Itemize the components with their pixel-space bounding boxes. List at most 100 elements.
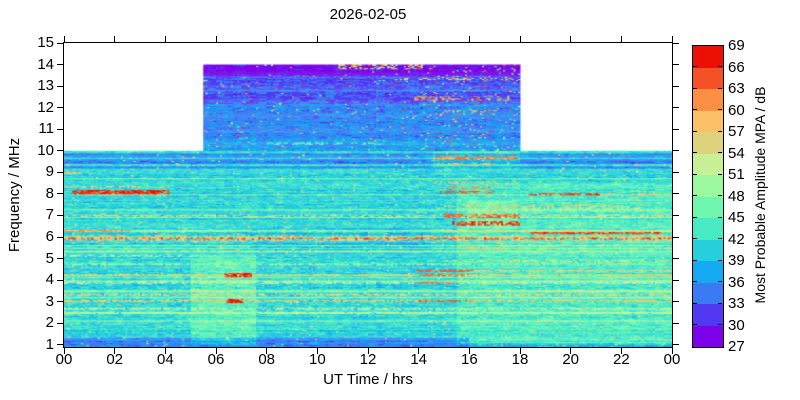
x-tick-label: 02 xyxy=(106,351,123,368)
colorbar-tick-label: 48 xyxy=(728,187,745,205)
colorbar-tick xyxy=(693,66,697,67)
y-tick-label: 3 xyxy=(45,292,54,310)
x-tick-top xyxy=(266,36,268,42)
y-tick-right xyxy=(673,64,679,66)
colorbar-segment-60 xyxy=(693,89,723,111)
y-tick-right xyxy=(673,171,679,173)
x-tick-label: 22 xyxy=(612,351,630,368)
y-tick-right xyxy=(673,322,679,324)
x-tick-bottom xyxy=(316,348,318,354)
x-tick-top xyxy=(215,36,217,42)
colorbar-tick xyxy=(718,216,722,218)
colorbar-tick xyxy=(693,216,697,218)
colorbar-tick xyxy=(693,302,697,304)
colorbar-segment-54 xyxy=(693,132,723,154)
colorbar-tick-label: 45 xyxy=(728,209,745,226)
colorbar-tick xyxy=(718,281,722,282)
colorbar-segment-33 xyxy=(693,282,723,304)
y-tick-label: 2 xyxy=(45,314,54,332)
colorbar-segment-66 xyxy=(693,46,723,68)
colorbar-tick xyxy=(693,109,697,110)
x-tick-bottom xyxy=(164,348,166,354)
colorbar-tick xyxy=(718,195,722,196)
y-tick-right xyxy=(673,42,679,44)
colorbar-tick-label: 66 xyxy=(728,58,745,76)
x-tick-label: 16 xyxy=(460,351,478,368)
y-tick-left xyxy=(57,64,63,66)
x-tick-label: 12 xyxy=(359,351,377,368)
colorbar-tick xyxy=(718,87,722,89)
x-tick-top xyxy=(671,36,673,42)
x-tick-bottom xyxy=(63,348,65,354)
y-tick-label: 8 xyxy=(45,184,54,202)
x-tick-top xyxy=(316,36,318,42)
colorbar-tick-label: 54 xyxy=(728,144,745,162)
x-tick-top xyxy=(620,36,622,42)
x-tick-bottom xyxy=(468,348,470,354)
y-tick-left xyxy=(57,279,63,281)
y-tick-right xyxy=(673,193,679,195)
y-tick-left xyxy=(57,42,63,44)
x-tick-label: 00 xyxy=(663,351,681,368)
x-tick-label: 18 xyxy=(511,351,529,368)
x-tick-top xyxy=(570,36,572,42)
colorbar-tick xyxy=(693,130,697,132)
x-tick-bottom xyxy=(266,348,268,354)
y-tick-label: 11 xyxy=(38,120,54,138)
colorbar-tick-label: 36 xyxy=(728,273,745,291)
colorbar-tick xyxy=(693,87,697,89)
colorbar-tick-label: 60 xyxy=(728,101,745,119)
colorbar-tick xyxy=(718,324,722,325)
plot-frame xyxy=(63,42,673,348)
y-tick-left xyxy=(57,214,63,216)
x-axis-label: UT Time / hrs xyxy=(323,371,413,388)
y-tick-left xyxy=(57,193,63,195)
colorbar xyxy=(692,45,724,348)
colorbar-tick xyxy=(718,302,722,304)
colorbar-tick-label: 42 xyxy=(728,230,745,248)
y-tick-left xyxy=(57,301,63,303)
y-tick-left xyxy=(57,150,63,152)
y-tick-right xyxy=(673,344,679,346)
x-tick-top xyxy=(519,36,521,42)
colorbar-segment-42 xyxy=(693,218,723,240)
y-tick-left xyxy=(57,258,63,260)
colorbar-tick-label: 33 xyxy=(728,295,745,312)
x-tick-top xyxy=(114,36,116,42)
y-tick-right xyxy=(673,279,679,281)
x-tick-bottom xyxy=(114,348,116,354)
y-tick-label: 7 xyxy=(45,206,54,224)
colorbar-tick xyxy=(718,109,722,110)
x-tick-top xyxy=(468,36,470,42)
y-tick-label: 6 xyxy=(45,228,54,246)
colorbar-tick xyxy=(693,195,697,196)
colorbar-tick xyxy=(718,66,722,67)
colorbar-label: Most Probable Amplitude MPA / dB xyxy=(752,86,768,304)
y-axis-label: Frequency / MHz xyxy=(6,137,23,253)
y-tick-left xyxy=(57,128,63,130)
y-tick-label: 12 xyxy=(37,98,54,116)
y-tick-right xyxy=(673,236,679,238)
x-tick-label: 20 xyxy=(562,351,579,368)
x-tick-bottom xyxy=(620,348,622,354)
y-tick-right xyxy=(673,150,679,152)
colorbar-segment-57 xyxy=(693,110,723,132)
x-tick-bottom xyxy=(570,348,572,354)
x-tick-label: 06 xyxy=(207,351,225,368)
colorbar-tick-label: 69 xyxy=(728,37,745,54)
x-tick-bottom xyxy=(367,348,369,354)
colorbar-tick xyxy=(718,173,722,175)
x-tick-top xyxy=(164,36,166,42)
y-tick-right xyxy=(673,85,679,87)
y-tick-right xyxy=(673,128,679,130)
x-tick-bottom xyxy=(215,348,217,354)
y-tick-label: 10 xyxy=(37,141,54,159)
x-tick-bottom xyxy=(519,348,521,354)
y-tick-left xyxy=(57,322,63,324)
colorbar-segment-48 xyxy=(693,175,723,197)
colorbar-tick-label: 27 xyxy=(728,338,745,355)
colorbar-segment-39 xyxy=(693,239,723,261)
colorbar-tick xyxy=(693,152,697,153)
x-tick-label: 14 xyxy=(410,351,427,368)
y-tick-label: 15 xyxy=(37,34,54,51)
